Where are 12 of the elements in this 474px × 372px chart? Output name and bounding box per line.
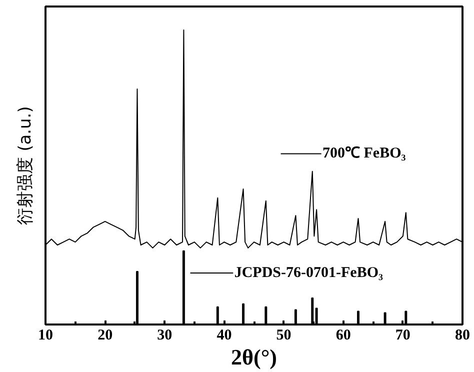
legend-label: 700℃ FeBO₃ [322, 146, 406, 162]
legend-label: JCPDS-76-0701-FeBO₃ [234, 264, 384, 281]
x-tick-label: 30 [157, 328, 172, 344]
x-tick-label: 80 [455, 328, 470, 344]
x-tick-label: 20 [98, 328, 113, 344]
x-tick-label: 10 [38, 328, 53, 344]
x-tick-label: 40 [216, 328, 232, 344]
x-tick-label: 60 [336, 328, 351, 344]
x-axis-title: 2θ(°) [231, 344, 277, 370]
x-tick-label: 50 [276, 328, 292, 344]
x-tick-label: 70 [395, 328, 410, 344]
y-axis-title: 衍射强度 (a.u.) [16, 106, 36, 225]
